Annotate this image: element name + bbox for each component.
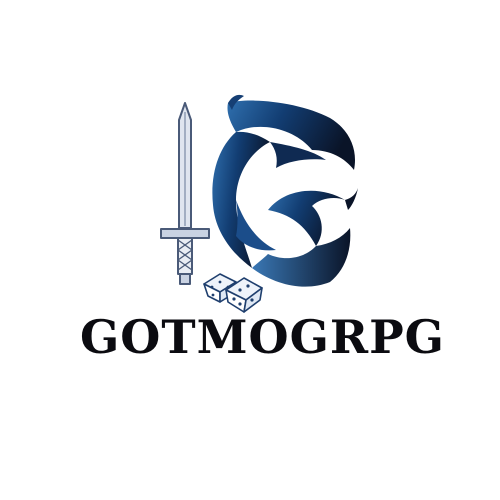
dice-icon bbox=[203, 273, 263, 313]
g-emblem-icon bbox=[212, 94, 358, 287]
brand-wordmark: GOTMOGRPG bbox=[80, 310, 445, 364]
sword-icon bbox=[160, 102, 210, 285]
